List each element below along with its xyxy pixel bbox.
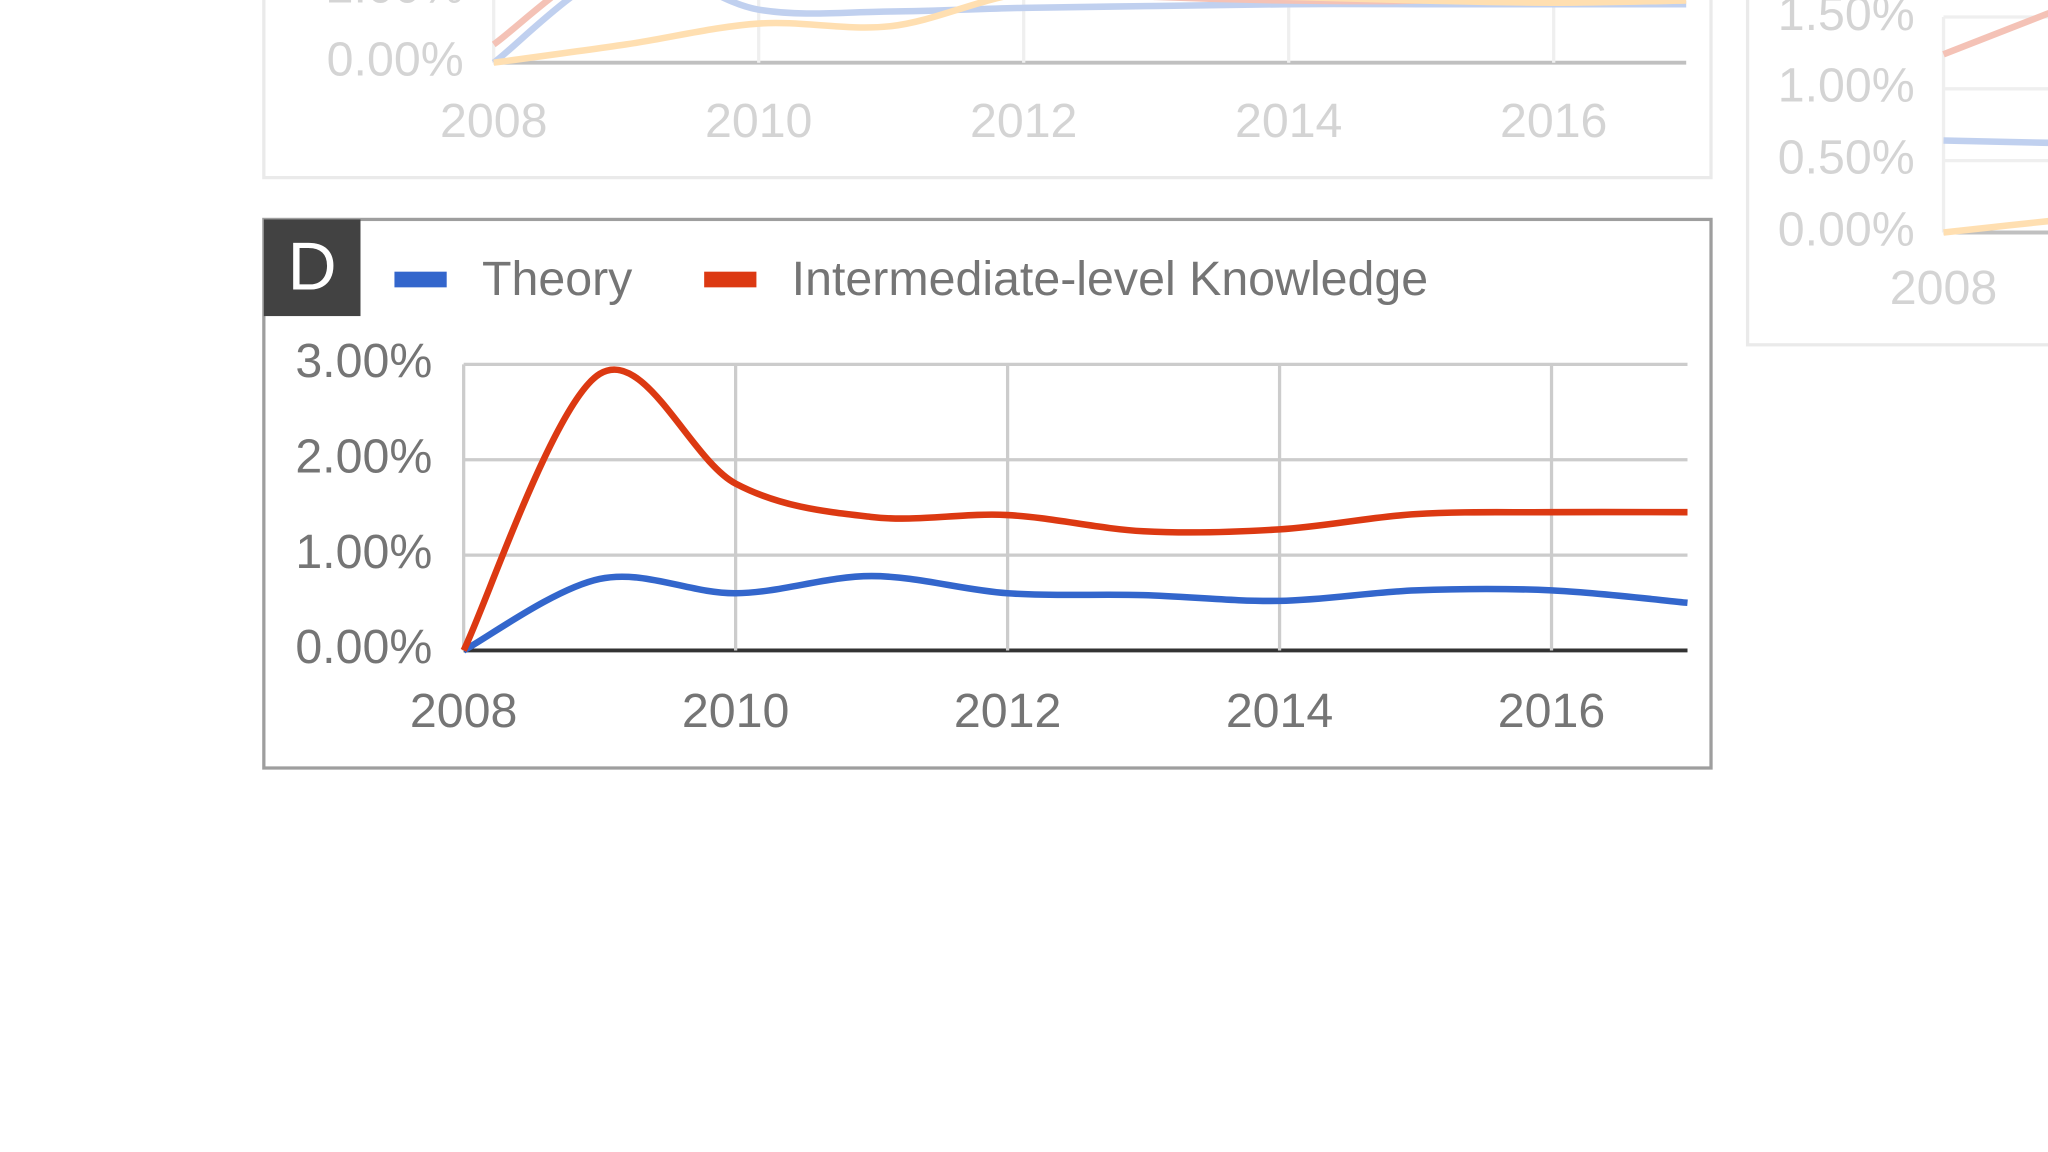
y-tick-label: 1.00% (295, 525, 432, 579)
panel-frame (1745, 0, 2048, 347)
series-line (460, 366, 1688, 652)
panel-label-box (263, 219, 361, 317)
chart-panel: 0.00% 1.00% 2.00% 3.00% 2008 2010 2012 2014 2016… (262, 217, 1713, 770)
legend-label: Theory (482, 252, 633, 306)
x-tick-label: 2008 (440, 94, 547, 148)
x-tick-label: 2012 (954, 684, 1061, 738)
x-tick-label: 2016 (1500, 94, 1607, 148)
series-line (1942, 10, 2048, 58)
canvas: 0.00% 2.00% 2008 2010 2012 2014 2016 0.00% 0.50%… (262, 0, 2048, 770)
series-line (1943, 137, 2048, 147)
x-tick-label: 2010 (705, 94, 812, 148)
y-tick-label: 0.50% (1778, 130, 1915, 184)
y-tick-label: 0.00% (327, 32, 464, 86)
series-line (493, 0, 1687, 66)
y-tick-label: 1.50% (1778, 0, 1915, 41)
x-tick-label: 2010 (682, 684, 789, 738)
x-tick-label: 2014 (1235, 94, 1342, 148)
legend-swatch (394, 271, 447, 288)
chart-panel: 0.00% 0.50% 1.00% 1.50% 2008 (1745, 0, 2048, 347)
x-tick-label: 2012 (970, 94, 1077, 148)
y-tick-label: 0.00% (1778, 202, 1915, 256)
series-line (1943, 217, 2048, 236)
y-tick-label: 2.00% (295, 430, 432, 484)
legend-swatch (704, 271, 757, 288)
y-tick-label: 3.00% (295, 334, 432, 388)
panel-frame (262, 0, 1713, 180)
panel-label: D (288, 230, 337, 305)
panel-frame (262, 217, 1713, 770)
x-tick-label: 2016 (1498, 684, 1605, 738)
series-line (462, 572, 1688, 654)
x-tick-label: 2014 (1226, 684, 1333, 738)
x-tick-label: 2008 (1890, 261, 1997, 315)
series-line (491, 0, 1687, 66)
y-tick-label: 0.00% (295, 620, 432, 674)
y-tick-label: 1.00% (1778, 59, 1915, 113)
y-tick-label: 2.00% (327, 0, 464, 13)
chart-panel: 0.00% 2.00% 2008 2010 2012 2014 2016 (262, 0, 1713, 180)
legend-label: Intermediate-level Knowledge (792, 252, 1428, 306)
x-tick-label: 2008 (410, 684, 517, 738)
